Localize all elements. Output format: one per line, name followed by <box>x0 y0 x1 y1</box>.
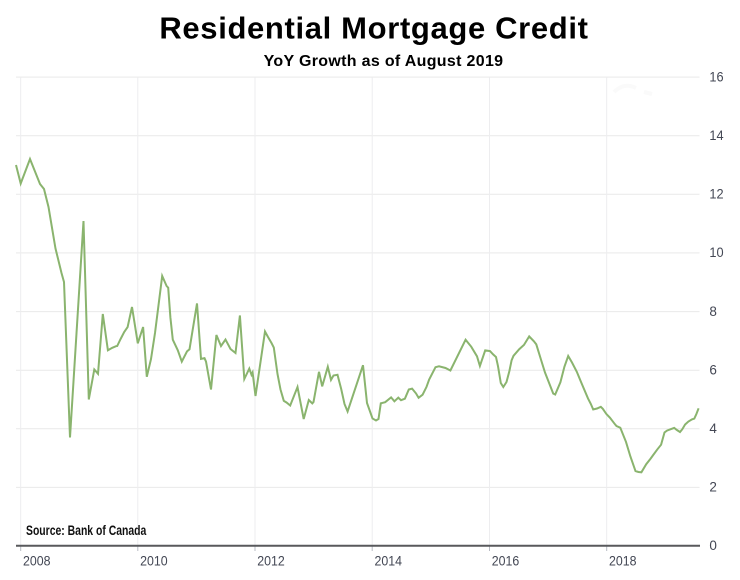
svg-text:16: 16 <box>709 69 723 84</box>
svg-text:2: 2 <box>709 480 717 495</box>
svg-text:8: 8 <box>709 304 717 319</box>
svg-text:0: 0 <box>709 538 717 553</box>
svg-text:Residential Mortgage Credit: Residential Mortgage Credit <box>159 11 588 46</box>
svg-text:12: 12 <box>709 187 723 202</box>
svg-text:2014: 2014 <box>375 553 403 569</box>
svg-text:2008: 2008 <box>23 553 51 569</box>
svg-text:2018: 2018 <box>609 553 637 569</box>
svg-text:10: 10 <box>709 245 723 260</box>
svg-text:2016: 2016 <box>492 553 520 569</box>
svg-text:2010: 2010 <box>140 553 168 569</box>
svg-text:2012: 2012 <box>257 553 285 569</box>
svg-text:Source: Bank of Canada: Source: Bank of Canada <box>26 522 146 538</box>
svg-text:14: 14 <box>709 128 724 143</box>
svg-text:YoY Growth as of August 2019: YoY Growth as of August 2019 <box>264 53 504 70</box>
svg-text:4: 4 <box>709 421 717 436</box>
svg-text:6: 6 <box>709 363 717 378</box>
